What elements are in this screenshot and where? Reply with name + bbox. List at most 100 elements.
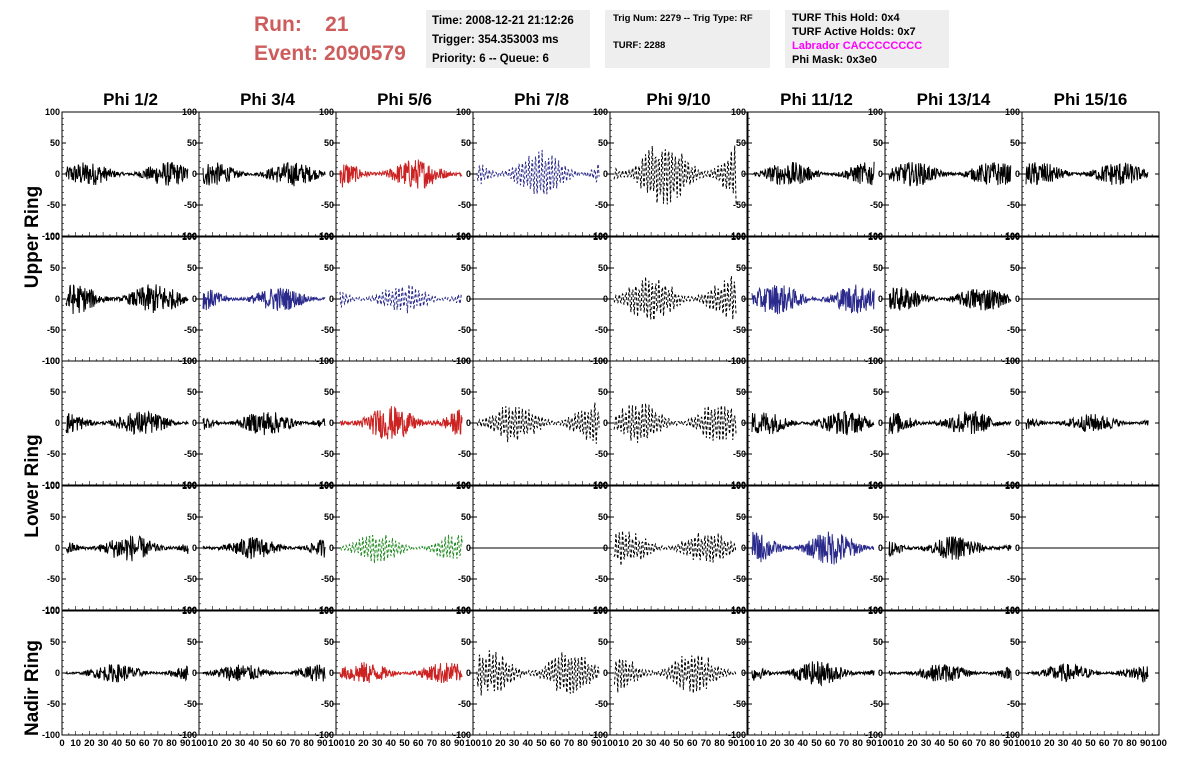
panel-r2-c6: -100 -50 0 50 100 [728, 232, 886, 366]
x-tick-label: 100 [739, 738, 755, 749]
y-tick-label: -100 [179, 231, 197, 241]
x-tick-label: 40 [798, 738, 809, 749]
x-tick-label: 70 [1113, 738, 1124, 749]
y-tick-label: -50 [870, 699, 883, 709]
waveform-trace [888, 162, 1012, 187]
waveform-trace [339, 406, 463, 440]
x-tick-label: 70 [839, 738, 850, 749]
panel-r4-c7: -100 -50 0 50 100 [865, 481, 1023, 615]
trigger-text: Trigger: 354.353003 ms [432, 34, 559, 46]
y-tick-label: 100 [45, 356, 60, 366]
y-tick-label: -100 [1002, 605, 1020, 615]
x-tick-label: 30 [921, 738, 932, 749]
waveform-trace [65, 284, 189, 315]
y-tick-label: -100 [453, 480, 471, 490]
panel-r5-c6: -100 -50 0 50 100 [728, 606, 886, 740]
waveform-trace [476, 650, 600, 696]
waveform-trace [613, 655, 737, 694]
panel-r4-c1: -100 -50 0 50 100 [42, 481, 200, 615]
y-tick-label: -50 [870, 325, 883, 335]
x-tick-label: 100 [328, 738, 344, 749]
waveform-trace [751, 410, 875, 436]
column-title-1: Phi 1/2 [103, 90, 158, 109]
panel-frame [609, 111, 748, 237]
y-tick-label: 0 [878, 668, 883, 678]
y-tick-label: 100 [456, 606, 471, 616]
y-tick-label: 0 [55, 418, 60, 428]
x-tick-label: 80 [440, 738, 451, 749]
x-tick-label: 10 [481, 738, 492, 749]
y-tick-label: -100 [1002, 231, 1020, 241]
x-tick-label: 50 [125, 738, 136, 749]
x-tick-label: 50 [948, 738, 959, 749]
y-tick-label: -50 [1007, 699, 1020, 709]
x-tick-label: 20 [358, 738, 369, 749]
x-tick-label: 80 [989, 738, 1000, 749]
y-tick-label: 50 [324, 387, 334, 397]
y-tick-label: 100 [1005, 107, 1020, 117]
timing-info-box: Time: 2008-12-21 21:12:26 Trigger: 354.3… [426, 10, 590, 68]
y-tick-label: 0 [466, 668, 471, 678]
x-tick-label: 10 [893, 738, 904, 749]
x-tick-label: 50 [536, 738, 547, 749]
waveform-trace [476, 402, 600, 444]
x-tick-label: 100 [465, 738, 481, 749]
x-tick-label: 60 [276, 738, 287, 749]
y-tick-label: 100 [1005, 356, 1020, 366]
y-tick-label: 0 [329, 294, 334, 304]
y-tick-label: 50 [50, 512, 60, 522]
waveform-trace [888, 536, 1012, 560]
y-tick-label: -50 [733, 200, 746, 210]
panel-r3-c7: -100 -50 0 50 100 [865, 356, 1023, 490]
x-tick-label: 100 [877, 738, 893, 749]
waveform-trace [751, 661, 875, 687]
y-tick-label: 50 [736, 263, 746, 273]
x-tick-label: 70 [427, 738, 438, 749]
y-tick-label: 50 [598, 637, 608, 647]
y-tick-label: 100 [868, 232, 883, 242]
y-tick-label: 0 [1015, 418, 1020, 428]
y-tick-label: 50 [598, 387, 608, 397]
y-tick-label: 0 [878, 543, 883, 553]
y-tick-label: -50 [870, 449, 883, 459]
y-tick-label: 100 [456, 232, 471, 242]
y-tick-label: -100 [590, 480, 608, 490]
y-tick-label: 0 [878, 294, 883, 304]
x-tick-label: 0 [59, 738, 64, 749]
y-tick-label: 0 [466, 543, 471, 553]
y-tick-label: -50 [870, 200, 883, 210]
waveform-trace [202, 412, 326, 436]
waveform-trace [751, 161, 875, 186]
x-tick-label: 10 [618, 738, 629, 749]
x-tick-label: 10 [70, 738, 81, 749]
panel-r2-c1: -100 -50 0 50 100 [42, 232, 200, 366]
y-tick-label: 0 [603, 668, 608, 678]
y-tick-label: -100 [728, 480, 746, 490]
y-tick-label: -50 [321, 699, 334, 709]
y-tick-label: 100 [456, 107, 471, 117]
y-tick-label: -50 [458, 200, 471, 210]
x-tick-label: 40 [1072, 738, 1083, 749]
y-tick-label: 0 [329, 169, 334, 179]
x-tick-label: 80 [852, 738, 863, 749]
x-tick-label: 60 [687, 738, 698, 749]
y-tick-label: -50 [321, 449, 334, 459]
y-tick-label: 50 [736, 637, 746, 647]
y-tick-label: -50 [733, 699, 746, 709]
waveform-trace [476, 149, 600, 195]
y-tick-label: -100 [453, 605, 471, 615]
y-tick-label: 0 [55, 668, 60, 678]
y-tick-label: 0 [878, 169, 883, 179]
y-tick-label: -100 [590, 605, 608, 615]
x-tick-label: 40 [935, 738, 946, 749]
y-tick-label: -100 [865, 231, 883, 241]
y-tick-label: 50 [598, 263, 608, 273]
waveform-trace [751, 531, 875, 565]
waveform-trace [751, 284, 875, 315]
waveform-trace [339, 662, 463, 684]
panel-r5-c1: -100 -50 0 50 100 [42, 606, 200, 740]
y-tick-label: 50 [187, 637, 197, 647]
y-tick-label: 0 [466, 294, 471, 304]
y-tick-label: 0 [329, 418, 334, 428]
panel-r3-c3: -100 -50 0 50 100 [316, 356, 474, 490]
